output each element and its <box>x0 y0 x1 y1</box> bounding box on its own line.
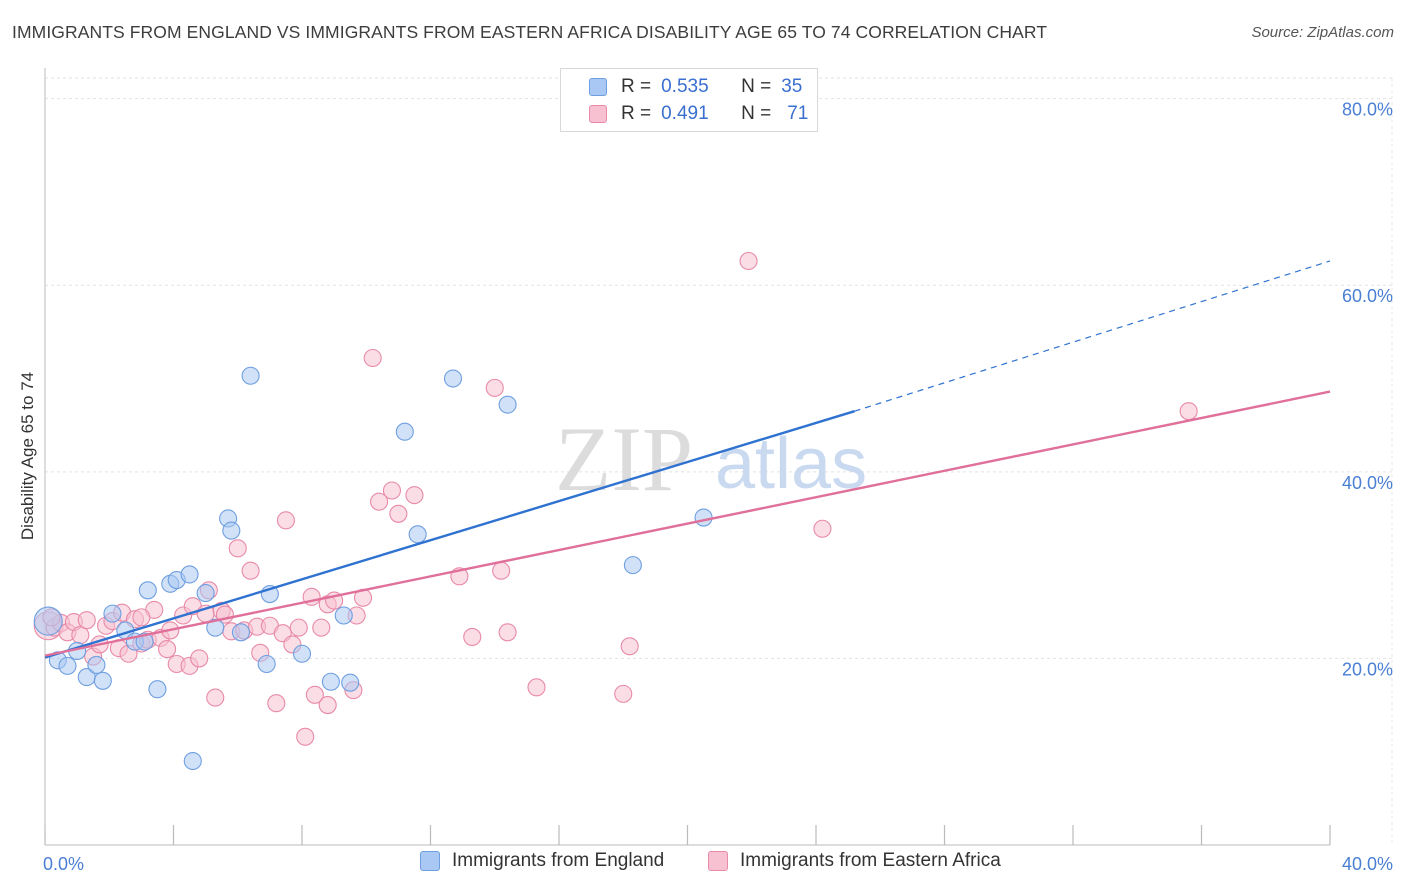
england-trend-extension <box>854 260 1331 412</box>
x-tick-label: 40.0% <box>1342 854 1393 874</box>
england-point <box>222 521 241 540</box>
n-label: N = <box>741 103 772 124</box>
england-point <box>443 369 463 388</box>
england-point <box>93 671 112 690</box>
eastern-africa-point <box>318 696 337 715</box>
eastern-africa-point <box>370 492 389 511</box>
england-swatch <box>589 78 607 96</box>
eastern-africa-trend-line <box>44 390 1331 657</box>
legend-row-england: R = 0.535 N = 35 <box>561 73 802 101</box>
england-point <box>180 565 199 584</box>
england-point <box>241 366 260 385</box>
england-point <box>58 656 77 675</box>
england-point <box>231 623 251 642</box>
grid-lines <box>45 77 1393 845</box>
r-value: 0.535 <box>661 76 709 97</box>
england-point <box>694 508 713 527</box>
eastern-africa-point <box>614 684 633 703</box>
trend-lines <box>44 260 1331 659</box>
data-points <box>33 251 1198 771</box>
england-point <box>498 395 517 414</box>
legend-row-eastern-africa: R = 0.491 N = 71 <box>561 100 808 128</box>
watermark-atlas: atlas <box>715 424 867 504</box>
tick-labels: 20.0% 40.0% 60.0% 80.0% 0.0% 40.0% <box>43 100 1393 874</box>
eastern-africa-point <box>296 727 315 746</box>
n-label: N = <box>741 76 772 97</box>
x-tick-label: 0.0% <box>43 854 84 874</box>
england-point <box>341 673 360 692</box>
eastern-africa-point <box>267 694 286 713</box>
england-point <box>321 672 340 691</box>
england-trend-line <box>44 410 855 659</box>
england-point <box>257 654 276 674</box>
chart-title: IMMIGRANTS FROM ENGLAND VS IMMIGRANTS FR… <box>12 22 1048 42</box>
series-legend: Immigrants from England Immigrants from … <box>0 850 1406 878</box>
eastern-africa-point <box>312 618 331 637</box>
axes <box>44 68 1331 846</box>
y-tick-label: 60.0% <box>1342 286 1393 306</box>
eastern-africa-point <box>276 511 295 530</box>
england-point <box>87 655 106 674</box>
eastern-africa-point <box>389 504 408 523</box>
england-point <box>148 680 167 699</box>
england-point <box>334 606 353 625</box>
england-point <box>408 525 427 544</box>
r-value: 0.491 <box>661 103 709 124</box>
eastern-africa-point <box>382 481 402 500</box>
legend-label: Immigrants from Eastern Africa <box>740 850 1001 871</box>
england-point <box>292 644 312 663</box>
legend-item-england: Immigrants from England <box>420 850 664 872</box>
england-point <box>33 606 63 636</box>
eastern-africa-point <box>813 519 832 538</box>
eastern-africa-point <box>620 637 639 656</box>
eastern-africa-point <box>463 627 482 647</box>
y-tick-label: 80.0% <box>1342 100 1393 120</box>
legend-item-eastern-africa: Immigrants from Eastern Africa <box>708 850 1001 872</box>
eastern-africa-point <box>363 348 382 368</box>
eastern-africa-point <box>498 623 517 642</box>
england-point <box>183 751 202 771</box>
eastern-africa-point <box>492 561 511 580</box>
england-point <box>395 422 414 441</box>
eastern-africa-swatch <box>589 105 607 123</box>
eastern-africa-point <box>206 688 225 707</box>
n-value: 71 <box>787 103 809 124</box>
eastern-africa-point <box>132 608 151 627</box>
watermark-zip: ZIP <box>555 408 693 510</box>
eastern-africa-point <box>1179 402 1198 421</box>
r-label: R = <box>621 103 652 124</box>
eastern-africa-swatch <box>708 851 728 871</box>
eastern-africa-point <box>739 251 758 271</box>
england-swatch <box>420 851 440 871</box>
eastern-africa-point <box>305 685 324 704</box>
eastern-africa-point <box>485 378 504 397</box>
eastern-africa-point <box>190 649 209 668</box>
watermark: ZIP atlas <box>555 408 867 510</box>
eastern-africa-point <box>405 486 424 505</box>
y-tick-label: 40.0% <box>1342 473 1393 493</box>
r-label: R = <box>621 76 652 97</box>
correlation-legend: R = 0.535 N = 35 R = 0.491 N = 71 <box>560 68 818 132</box>
legend-label: Immigrants from England <box>452 850 665 871</box>
eastern-africa-point <box>228 539 247 558</box>
eastern-africa-point <box>158 640 177 659</box>
england-point <box>103 604 122 623</box>
n-value: 35 <box>781 76 803 97</box>
eastern-africa-point <box>289 618 308 637</box>
england-point <box>206 618 225 637</box>
y-tick-label: 20.0% <box>1342 659 1393 679</box>
eastern-africa-point <box>241 561 260 580</box>
england-point <box>138 581 157 600</box>
england-point <box>623 556 642 575</box>
england-point <box>196 584 215 603</box>
source-credit: Source: ZipAtlas.com <box>1251 24 1394 41</box>
eastern-africa-point <box>527 678 546 697</box>
eastern-africa-point <box>77 611 96 630</box>
england-point <box>135 632 154 651</box>
